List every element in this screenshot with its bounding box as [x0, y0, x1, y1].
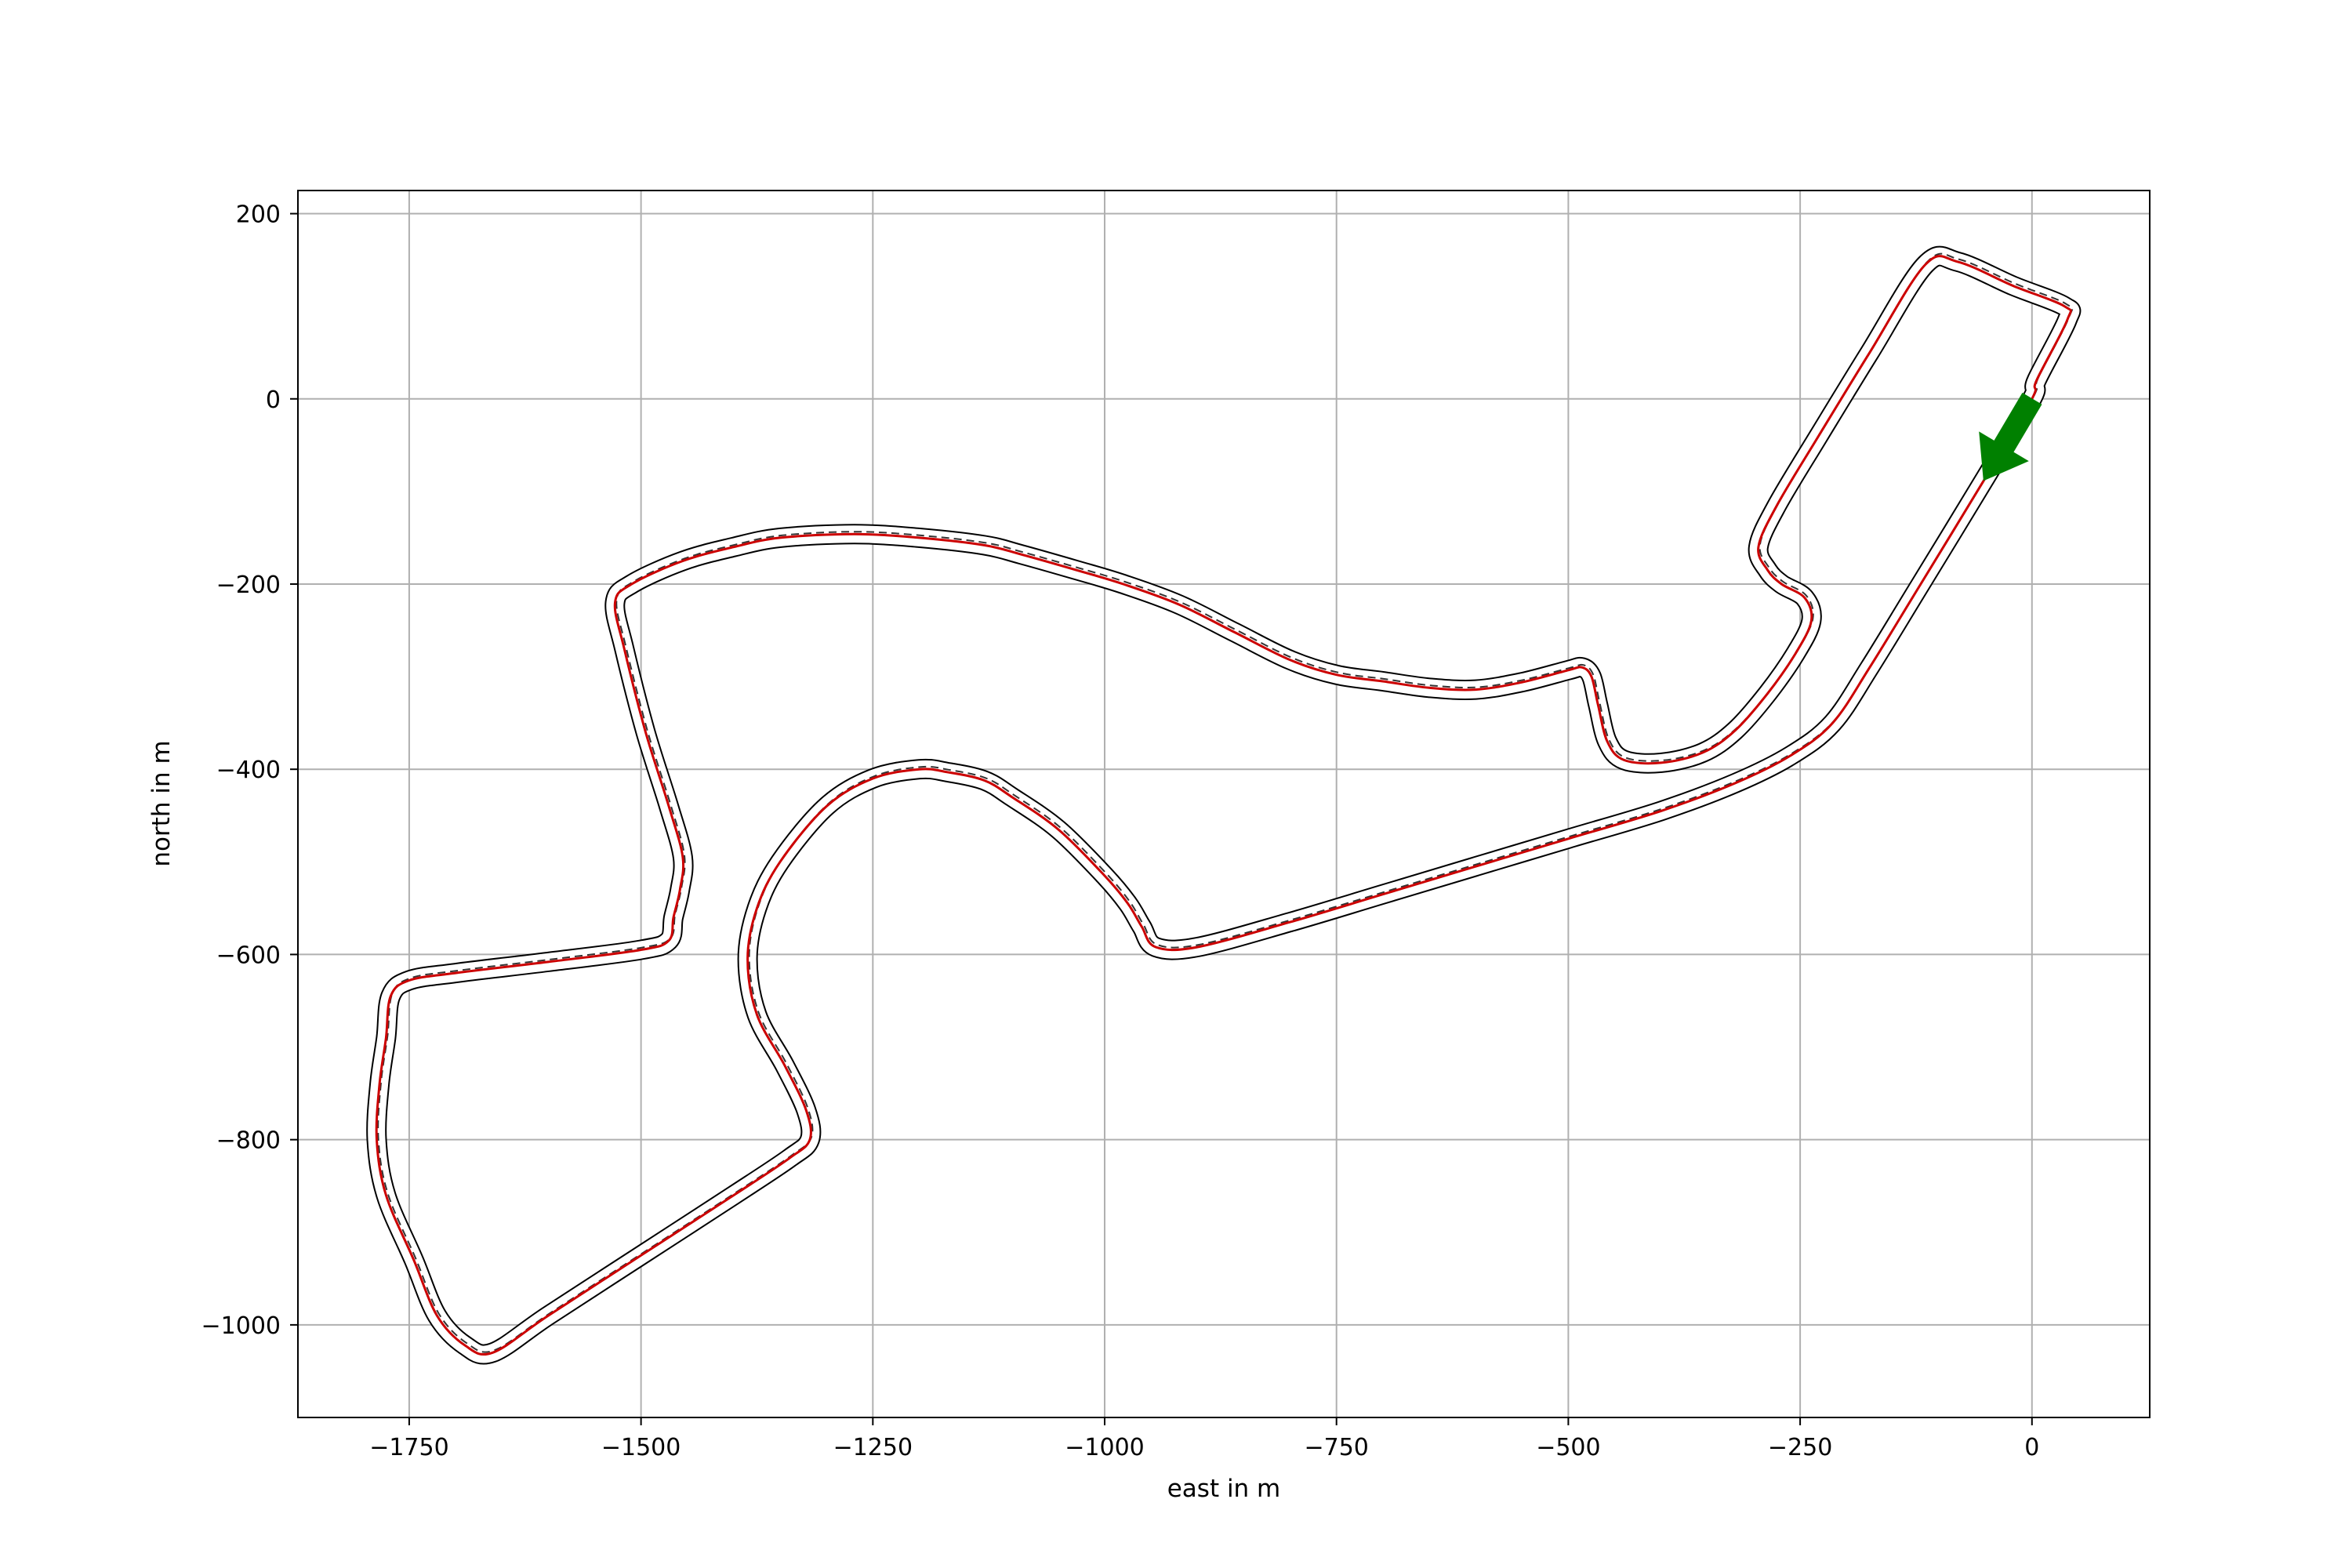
grid: [298, 191, 2150, 1417]
y-axis-title: north in m: [147, 740, 176, 866]
x-axis-title: east in m: [1167, 1475, 1281, 1503]
y-tick-label: −1000: [201, 1312, 281, 1340]
start-arrow-layer: [1979, 392, 2042, 481]
y-tick-label: −200: [216, 572, 281, 599]
track-plot: [366, 245, 2082, 1365]
y-tick-label: −400: [216, 757, 281, 784]
x-tick-label: 0: [2024, 1434, 2039, 1461]
x-tick-label: −1750: [369, 1434, 448, 1461]
x-tick-label: −1500: [601, 1434, 681, 1461]
x-tick-label: −750: [1305, 1434, 1369, 1461]
plot-frame: [297, 190, 2151, 1418]
x-tick-label: −1000: [1065, 1434, 1144, 1461]
y-tick-label: 0: [266, 387, 281, 414]
start-direction-arrow: [1979, 392, 2042, 481]
trajectory-line: [375, 255, 2072, 1356]
y-tick-label: 200: [236, 201, 281, 229]
x-tick-label: −1250: [833, 1434, 913, 1461]
y-tick-label: −800: [216, 1127, 281, 1155]
axis-ticks: −1750 −1500 −1250 −1000 −750 −500 −250 0 200 0 −20…: [201, 201, 2040, 1461]
x-tick-label: −500: [1536, 1434, 1600, 1461]
x-tick-label: −250: [1768, 1434, 1832, 1461]
y-tick-label: −600: [216, 942, 281, 969]
